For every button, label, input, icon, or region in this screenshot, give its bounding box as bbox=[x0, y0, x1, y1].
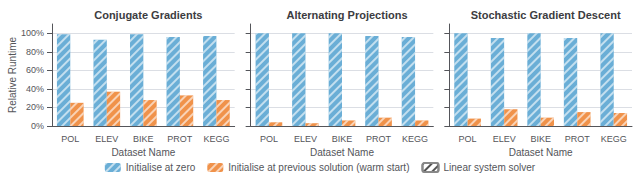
svg-text:Conjugate Gradients: Conjugate Gradients bbox=[94, 9, 202, 21]
svg-text:Relative Runtime: Relative Runtime bbox=[7, 36, 18, 113]
svg-text:KEGG: KEGG bbox=[402, 134, 428, 144]
svg-text:Dataset Name: Dataset Name bbox=[310, 147, 374, 158]
svg-text:KEGG: KEGG bbox=[203, 134, 229, 144]
svg-text:Dataset Name: Dataset Name bbox=[509, 147, 573, 158]
svg-text:80%: 80% bbox=[26, 47, 44, 57]
svg-text:Dataset Name: Dataset Name bbox=[111, 147, 175, 158]
svg-text:Stochastic Gradient Descent: Stochastic Gradient Descent bbox=[471, 9, 621, 21]
svg-text:BIKE: BIKE bbox=[332, 134, 353, 144]
svg-text:Initialise at previous solutio: Initialise at previous solution (warm st… bbox=[228, 162, 409, 173]
svg-text:POL: POL bbox=[61, 134, 79, 144]
svg-text:ELEV: ELEV bbox=[493, 134, 516, 144]
svg-text:POL: POL bbox=[459, 134, 477, 144]
svg-text:BIKE: BIKE bbox=[530, 134, 551, 144]
svg-text:Linear system solver: Linear system solver bbox=[443, 162, 535, 173]
svg-text:ELEV: ELEV bbox=[95, 134, 118, 144]
svg-text:60%: 60% bbox=[26, 65, 44, 75]
svg-text:100%: 100% bbox=[21, 28, 44, 38]
svg-text:Initialise at zero: Initialise at zero bbox=[126, 162, 196, 173]
svg-text:PROT: PROT bbox=[167, 134, 193, 144]
svg-text:PROT: PROT bbox=[565, 134, 591, 144]
svg-text:ELEV: ELEV bbox=[294, 134, 317, 144]
svg-text:PROT: PROT bbox=[366, 134, 392, 144]
svg-text:0%: 0% bbox=[31, 121, 44, 131]
svg-text:BIKE: BIKE bbox=[133, 134, 154, 144]
svg-text:Alternating Projections: Alternating Projections bbox=[286, 9, 407, 21]
svg-text:20%: 20% bbox=[26, 102, 44, 112]
svg-text:KEGG: KEGG bbox=[601, 134, 627, 144]
svg-text:40%: 40% bbox=[26, 84, 44, 94]
svg-text:POL: POL bbox=[260, 134, 278, 144]
